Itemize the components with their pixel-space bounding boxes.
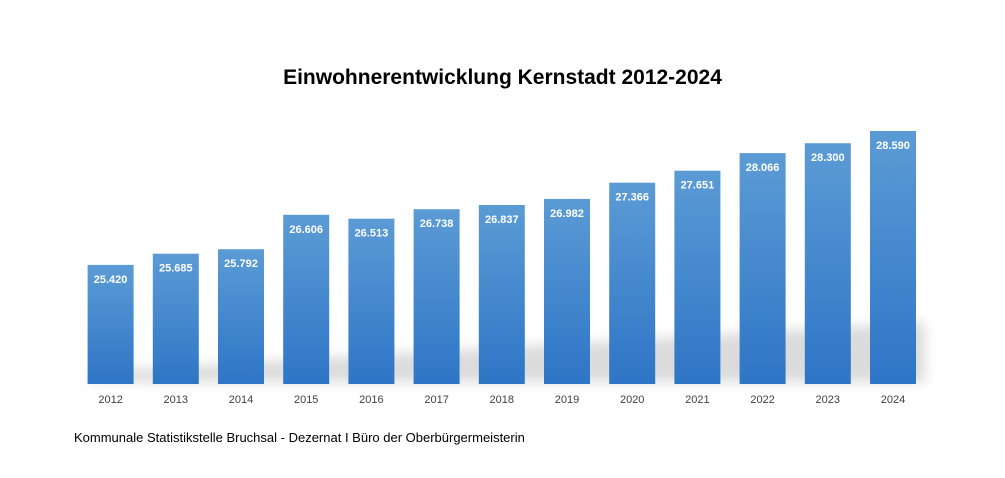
data-label-2012: 25.420 (94, 274, 128, 286)
data-label-2021: 27.651 (681, 180, 715, 192)
data-label-2018: 26.837 (485, 214, 519, 226)
data-label-2022: 28.066 (746, 162, 780, 174)
data-label-2023: 28.300 (811, 152, 845, 164)
x-tick-2019: 2019 (555, 394, 579, 406)
bar-2020 (609, 182, 656, 384)
x-tick-2022: 2022 (750, 394, 774, 406)
bar-2016 (348, 218, 395, 384)
x-tick-2020: 2020 (620, 394, 644, 406)
x-tick-2015: 2015 (294, 394, 318, 406)
x-tick-2016: 2016 (359, 394, 383, 406)
bar-2014 (218, 249, 264, 384)
data-labels-layer: 25.420 25.685 25.792 26.606 26.513 26.738 26.8… (94, 140, 910, 286)
x-tick-2013: 2013 (164, 394, 188, 406)
x-tick-2018: 2018 (490, 394, 514, 406)
data-label-2013: 25.685 (159, 263, 193, 275)
bar-2018 (478, 205, 525, 384)
source-note: Kommunale Statistikstelle Bruchsal - Dez… (74, 430, 525, 445)
x-axis-ticks: 2012 2013 2014 2015 2016 2017 2018 2019 2020 2021… (98, 394, 905, 406)
bar-2019 (544, 198, 590, 384)
x-tick-2017: 2017 (424, 394, 448, 406)
chart-title: Einwohnerentwicklung Kernstadt 2012-2024 (283, 66, 722, 89)
bar-2015 (283, 214, 330, 384)
data-label-2017: 26.738 (420, 218, 454, 230)
bar-2012 (87, 264, 134, 384)
data-label-2019: 26.982 (550, 208, 584, 220)
data-label-2024: 28.590 (876, 140, 910, 152)
data-label-2014: 25.792 (224, 258, 258, 270)
data-label-2015: 26.606 (289, 224, 323, 236)
x-tick-2012: 2012 (98, 394, 122, 406)
x-tick-2024: 2024 (881, 394, 905, 406)
x-tick-2021: 2021 (685, 394, 709, 406)
bars-layer (87, 131, 916, 384)
data-label-2020: 27.366 (615, 192, 649, 204)
bar-2013 (152, 253, 199, 384)
bar-2022 (739, 153, 786, 384)
bar-2021 (674, 170, 721, 384)
x-tick-2014: 2014 (229, 394, 253, 406)
bar-2023 (804, 143, 851, 384)
bar-2024 (870, 131, 916, 384)
data-label-2016: 26.513 (355, 228, 389, 240)
bar-2017 (413, 209, 460, 384)
x-tick-2023: 2023 (816, 394, 840, 406)
